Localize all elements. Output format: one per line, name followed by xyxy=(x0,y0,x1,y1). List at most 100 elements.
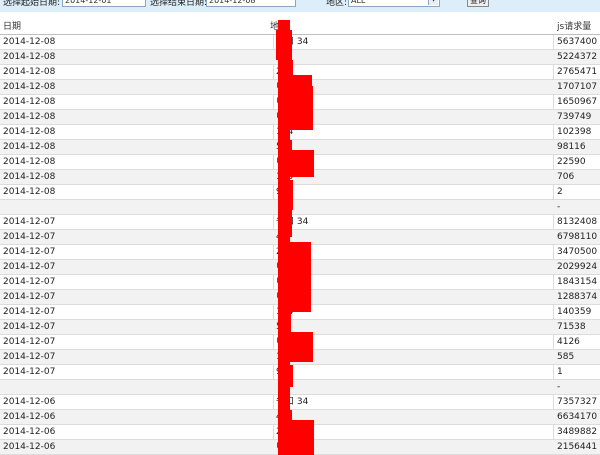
cell-js-requests: 2765471 xyxy=(557,67,598,77)
cell-area: 58 xyxy=(276,320,552,334)
chevron-down-icon: ▼ xyxy=(428,0,438,5)
cell-js-requests: 140359 xyxy=(557,307,592,317)
cell-area xyxy=(276,200,552,214)
cell-area: 46 xyxy=(276,230,552,244)
region-select[interactable]: ALL ▼ xyxy=(348,0,440,7)
cell-js-requests: 4126 xyxy=(557,337,580,347)
cell-date: 2014-12-07 xyxy=(3,262,56,272)
table-row[interactable]: - xyxy=(0,200,600,215)
column-header-js-requests[interactable]: js请求量 xyxy=(557,22,592,32)
cell-date: 2014-12-07 xyxy=(3,217,56,227)
cell-area: 90 xyxy=(276,185,552,199)
cell-area: 203 xyxy=(276,245,552,259)
end-date-input[interactable]: 2014-12-08 xyxy=(206,0,296,7)
cell-date: 2014-12-08 xyxy=(3,52,56,62)
redaction-mark xyxy=(283,180,293,210)
cell-js-requests: 7357327 xyxy=(557,397,598,407)
cell-area: 电信 12 xyxy=(276,80,552,94)
cell-date: 2014-12-07 xyxy=(3,322,56,332)
cell-js-requests: 6634170 xyxy=(557,412,598,422)
redaction-mark xyxy=(283,332,313,362)
cell-js-requests: 98116 xyxy=(557,142,586,152)
cell-js-requests: 5224372 xyxy=(557,52,598,62)
cell-area: 46 xyxy=(276,410,552,424)
cell-date: 2014-12-07 xyxy=(3,337,56,347)
query-button[interactable]: 查询 xyxy=(467,0,489,7)
cell-js-requests: 706 xyxy=(557,172,575,182)
end-date-label: 选择结束日期: xyxy=(150,0,208,8)
cell-js-requests: 2029924 xyxy=(557,262,598,272)
cell-area: 省口 34 xyxy=(276,37,309,47)
cell-area: 电信 14 xyxy=(276,155,552,169)
region-label: 地区: xyxy=(326,0,348,8)
redaction-mark xyxy=(282,420,314,455)
table-row[interactable]: 2014-12-07 省口 34 8132408 xyxy=(0,215,600,230)
table-row[interactable]: 2014-12-08 90 2 xyxy=(0,185,600,200)
cell-js-requests: 1707107 xyxy=(557,82,598,92)
cell-js-requests: 2156441 xyxy=(557,442,598,452)
redaction-mark xyxy=(282,150,314,177)
cell-area: 省口 34 xyxy=(276,397,309,407)
cell-date: 2014-12-08 xyxy=(3,142,56,152)
cell-date: 2014-12-06 xyxy=(3,442,56,452)
cell-area: 电信 12 xyxy=(276,440,552,454)
cell-date: 2014-12-08 xyxy=(3,37,56,47)
cell-area: 46 xyxy=(276,50,552,64)
cell-date: 2014-12-08 xyxy=(3,82,56,92)
redaction-mark xyxy=(276,30,292,60)
redaction-mark xyxy=(280,75,312,87)
cell-area: 电信 13 xyxy=(276,110,552,124)
redaction-mark xyxy=(281,86,313,130)
column-header-date[interactable]: 日期 xyxy=(3,22,22,32)
table-row[interactable]: 2014-12-08 46 5224372 xyxy=(0,50,600,65)
cell-area: 省口 34 xyxy=(276,217,309,227)
table-row[interactable]: 2014-12-07 90 1 xyxy=(0,365,600,380)
cell-js-requests: 1843154 xyxy=(557,277,598,287)
table-row[interactable]: 2014-12-08 省口 34 5637400 xyxy=(0,35,600,50)
cell-date: 2014-12-08 xyxy=(3,157,56,167)
cell-js-requests: 1288374 xyxy=(557,292,598,302)
table-header-row: 日期 地区 js请求量 xyxy=(0,20,600,35)
cell-js-requests: - xyxy=(557,202,561,212)
cell-js-requests: 585 xyxy=(557,352,575,362)
cell-date: 2014-12-06 xyxy=(3,397,56,407)
cell-js-requests: 3489882 xyxy=(557,427,598,437)
cell-area: 58 xyxy=(276,140,552,154)
region-select-value: ALL xyxy=(351,0,366,5)
cell-date: 2014-12-07 xyxy=(3,247,56,257)
start-date-input[interactable]: 2014-12-01 xyxy=(62,0,146,7)
cell-date: 2014-12-07 xyxy=(3,277,56,287)
cell-area: 134 xyxy=(276,305,552,319)
table-row[interactable]: - xyxy=(0,380,600,395)
cell-js-requests: 1 xyxy=(557,367,563,377)
filter-bar: 选择起始日期: 2014-12-01 选择结束日期: 2014-12-08 地区… xyxy=(0,0,600,12)
cell-date: 2014-12-07 xyxy=(3,292,56,302)
cell-area: 电信 11 xyxy=(276,95,552,109)
cell-area: 203 xyxy=(276,65,552,79)
cell-date xyxy=(3,380,273,394)
cell-area xyxy=(276,380,552,394)
cell-js-requests: 5637400 xyxy=(557,37,598,47)
cell-date: 2014-12-07 xyxy=(3,352,56,362)
column-header-area[interactable]: 地区 xyxy=(270,20,546,34)
cell-date: 2014-12-06 xyxy=(3,412,56,422)
cell-date: 2014-12-08 xyxy=(3,97,56,107)
redaction-mark xyxy=(281,365,293,387)
start-date-label: 选择起始日期: xyxy=(3,0,61,8)
cell-date: 2014-12-08 xyxy=(3,187,56,197)
cell-area: 105 xyxy=(276,350,552,364)
cell-js-requests: 2 xyxy=(557,187,563,197)
cell-js-requests: 6798110 xyxy=(557,232,598,242)
redaction-mark xyxy=(280,205,292,237)
cell-date: 2014-12-08 xyxy=(3,67,56,77)
table-row[interactable]: 2014-12-06 省口 34 7357327 xyxy=(0,395,600,410)
cell-area: 电信 12 xyxy=(276,260,552,274)
cell-date: 2014-12-06 xyxy=(3,427,56,437)
cell-area: 203 xyxy=(276,425,552,439)
cell-js-requests: 22590 xyxy=(557,157,586,167)
cell-js-requests: 102398 xyxy=(557,127,592,137)
cell-date: 2014-12-07 xyxy=(3,307,56,317)
cell-date xyxy=(3,200,273,214)
cell-js-requests: 739749 xyxy=(557,112,592,122)
cell-area: 90 xyxy=(276,365,552,379)
